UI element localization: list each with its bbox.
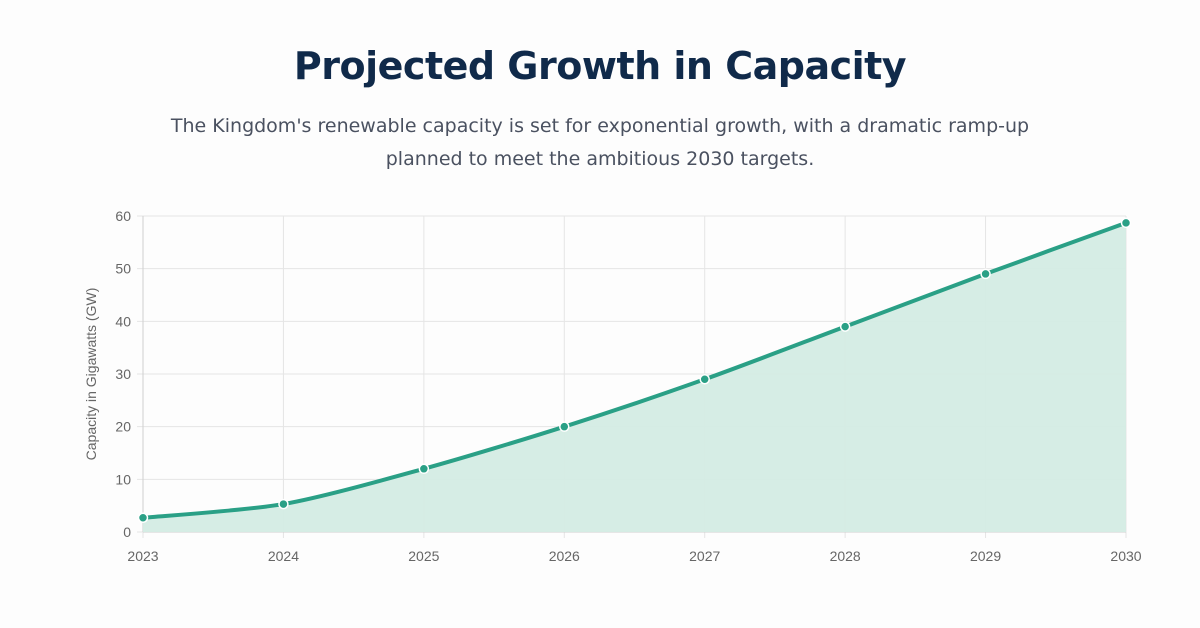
data-point-2026[interactable]: [559, 421, 570, 432]
y-tick-label: 40: [115, 313, 131, 329]
y-tick-label: 0: [123, 524, 131, 540]
y-tick-label: 20: [115, 419, 131, 435]
data-point-2023[interactable]: [137, 512, 149, 524]
x-tick-label: 2024: [268, 548, 299, 564]
y-tick-label: 30: [115, 366, 131, 382]
y-tick-label: 60: [115, 208, 131, 224]
x-tick-labels: 2023 2024 2025 2026 2027 2028 2029 2030: [127, 548, 1141, 564]
data-point-2025[interactable]: [418, 463, 430, 475]
x-tick-label: 2028: [830, 548, 861, 564]
y-tick-label: 50: [115, 261, 131, 277]
series-line: [141, 220, 1128, 520]
data-point-2027[interactable]: [699, 374, 710, 385]
x-tick-label: 2029: [970, 548, 1001, 564]
x-tick-label: 2023: [127, 548, 158, 564]
data-point-2028[interactable]: [839, 321, 851, 332]
page-subtitle: The Kingdom's renewable capacity is set …: [170, 115, 1030, 170]
x-tick-label: 2025: [408, 548, 439, 564]
page-title: Projected Growth in Capacity: [293, 44, 907, 88]
data-points: [137, 217, 1132, 524]
data-point-2029[interactable]: [980, 268, 991, 280]
x-tick-label: 2026: [549, 548, 580, 564]
x-tick-label: 2030: [1110, 548, 1141, 564]
area-fill: [143, 222, 1126, 532]
y-axis-title: Capacity in Gigawatts (GW): [83, 288, 99, 461]
y-tick-labels: 0 10 20 30 40 50 60: [115, 208, 131, 540]
y-tick-label: 10: [115, 471, 131, 487]
data-point-2024[interactable]: [278, 498, 289, 510]
data-point-2030[interactable]: [1120, 217, 1132, 229]
x-tick-label: 2027: [689, 548, 720, 564]
